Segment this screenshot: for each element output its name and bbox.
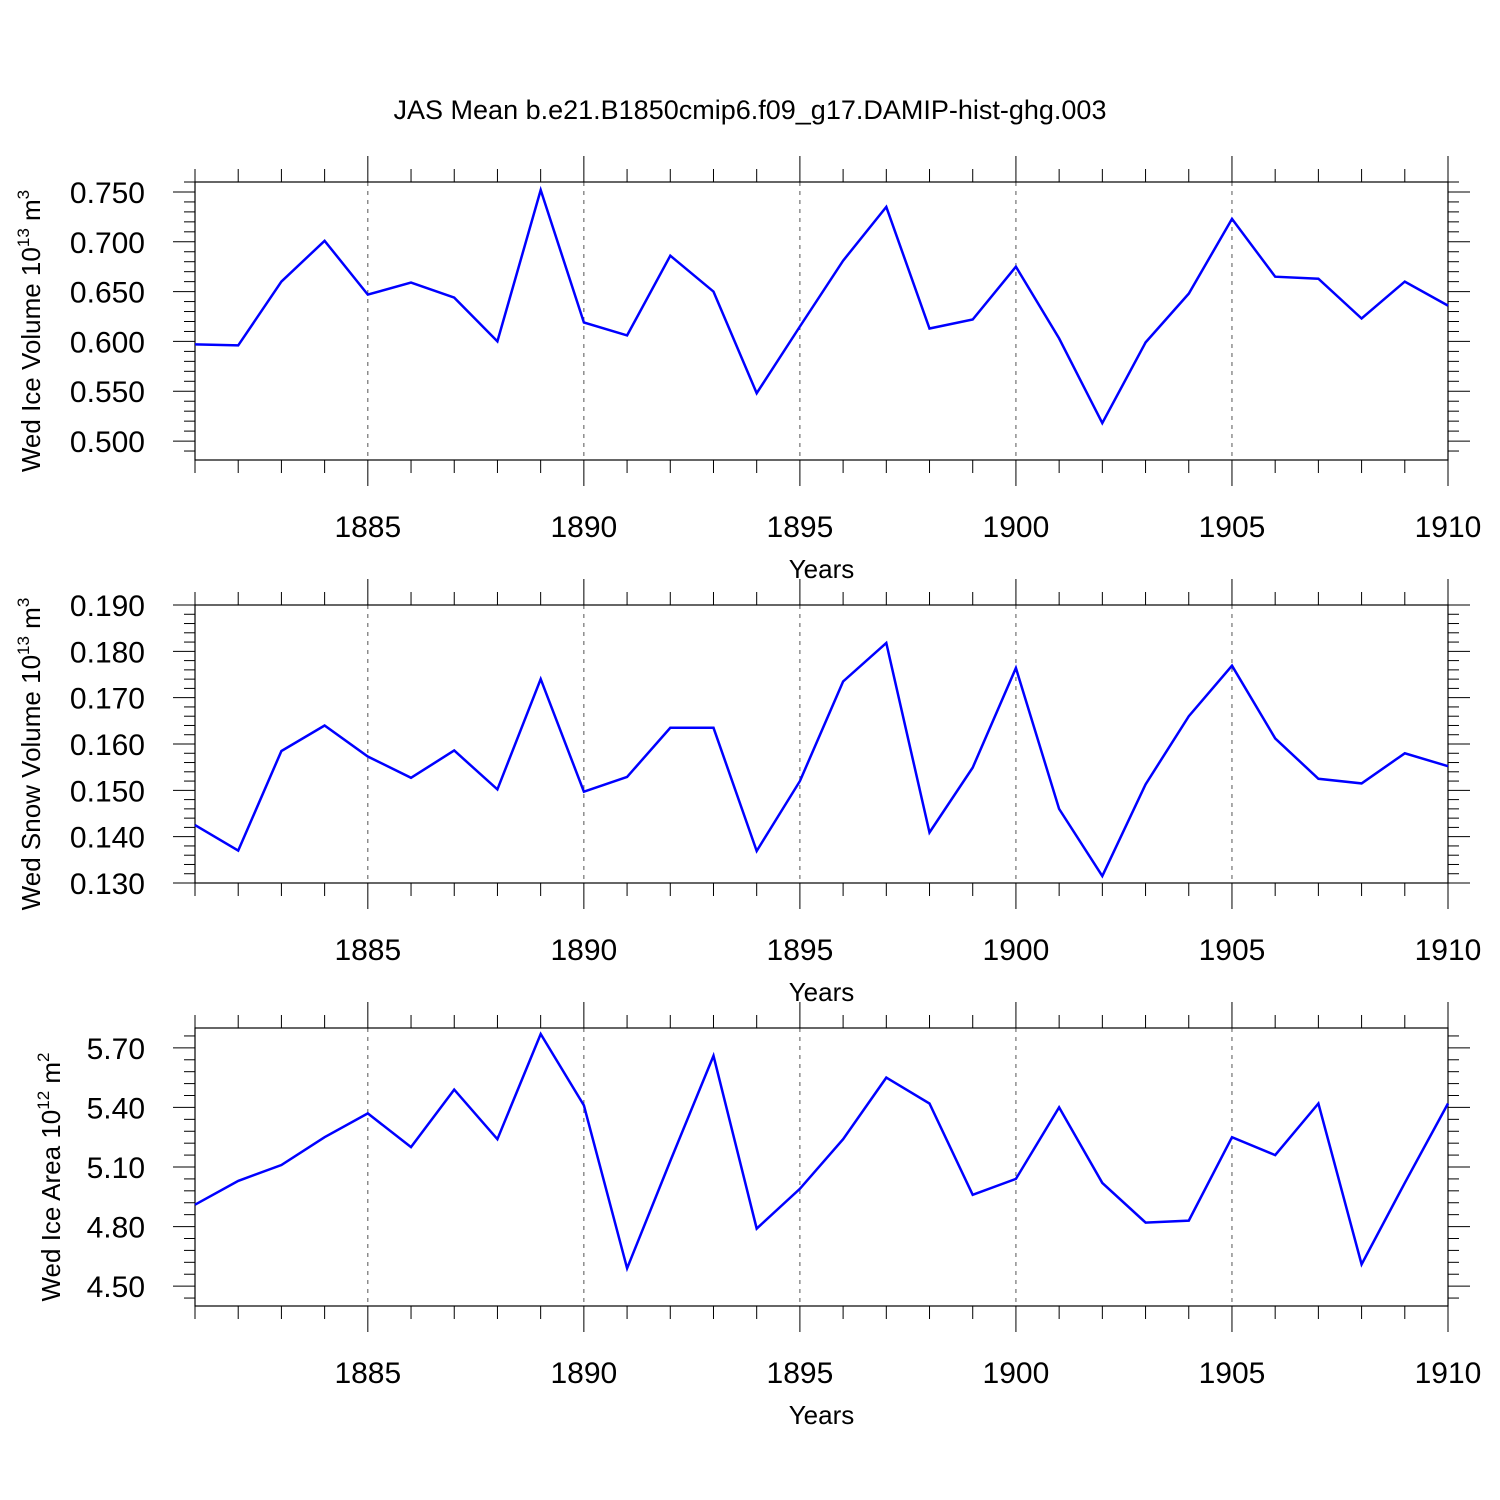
y-tick-label: 5.40 [87, 1092, 145, 1125]
x-tick-label: 1900 [983, 934, 1050, 967]
y-tick-label: 0.700 [70, 227, 145, 260]
plot-frame [194, 604, 1449, 884]
x-tick-label: 1885 [334, 934, 401, 967]
y-tick-label: 0.140 [70, 822, 145, 855]
y-tick-label: 0.150 [70, 775, 145, 808]
panel-1: 0.500 0.550 0.600 0.650 0.700 0.750 1885 1890 18… [14, 156, 1481, 584]
y-tick-label: 5.70 [87, 1033, 145, 1066]
x-tick-label: 1910 [1415, 934, 1482, 967]
x-tick-label: 1910 [1415, 511, 1482, 544]
x-tick-label: 1900 [983, 1357, 1050, 1390]
data-series-line [194, 1031, 1450, 1273]
y-tick-label: 0.190 [70, 590, 145, 623]
x-axis-label: Years [789, 554, 855, 584]
panel-3: 4.50 4.80 5.10 5.40 5.70 1885 1890 1895 1900 1905… [34, 1002, 1481, 1430]
y-tick-label: 0.600 [70, 326, 145, 359]
y-tick-label: 0.160 [70, 729, 145, 762]
data-series-line [194, 640, 1449, 879]
x-tick-label: 1905 [1199, 511, 1266, 544]
x-tick-label: 1885 [334, 1357, 401, 1390]
plot-frame [194, 181, 1449, 461]
x-tick-label: 1895 [767, 511, 834, 544]
y-tick-label: 0.180 [70, 636, 145, 669]
x-tick-label: 1895 [767, 1357, 834, 1390]
x-tick-label: 1900 [983, 511, 1050, 544]
y-tick-label: 0.650 [70, 277, 145, 310]
y-tick-label: 4.50 [87, 1271, 145, 1304]
x-axis-label: Years [789, 977, 855, 1007]
data-series-line [194, 185, 1449, 426]
x-tick-label: 1890 [550, 1357, 617, 1390]
y-tick-label: 0.550 [70, 376, 145, 409]
x-tick-label: 1885 [334, 511, 401, 544]
y-tick-label: 0.130 [70, 868, 145, 901]
y-tick-label: 4.80 [87, 1212, 145, 1245]
y-tick-label: 0.500 [70, 426, 145, 459]
x-axis-label: Years [789, 1400, 855, 1430]
y-axis-label: Wed Ice Volume 1013 m3 [14, 190, 46, 472]
y-tick-label: 0.750 [70, 177, 145, 210]
x-tick-label: 1890 [550, 934, 617, 967]
x-tick-label: 1895 [767, 934, 834, 967]
x-tick-label: 1905 [1199, 934, 1266, 967]
y-axis-label: Wed Ice Area 1012 m2 [34, 1052, 66, 1301]
figure-title: JAS Mean b.e21.B1850cmip6.f09_g17.DAMIP-… [394, 95, 1107, 125]
x-tick-label: 1890 [550, 511, 617, 544]
y-tick-label: 0.170 [70, 683, 145, 716]
y-tick-label: 5.10 [87, 1152, 145, 1185]
x-tick-label: 1910 [1415, 1357, 1482, 1390]
panel-2: 0.130 0.140 0.150 0.160 0.170 0.180 0.190 1885 1… [14, 579, 1481, 1007]
x-tick-label: 1905 [1199, 1357, 1266, 1390]
y-axis-label: Wed Snow Volume 1013 m3 [14, 598, 46, 911]
plot-frame [194, 1027, 1449, 1307]
panels: 0.500 0.550 0.600 0.650 0.700 0.750 1885 1890 18… [14, 156, 1481, 1430]
